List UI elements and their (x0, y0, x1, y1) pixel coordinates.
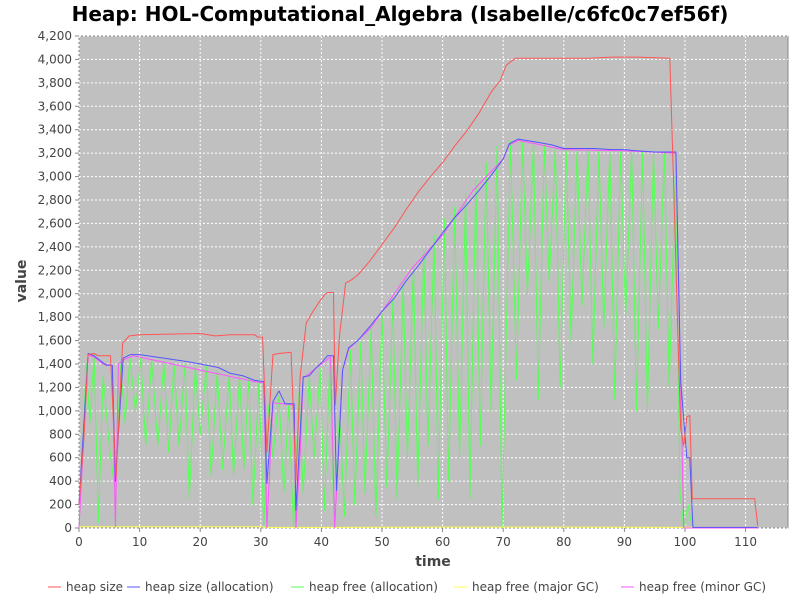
y-tick-label: 3,000 (38, 170, 72, 184)
y-tick-label: 4,000 (38, 52, 72, 66)
y-tick-label: 2,200 (38, 263, 72, 277)
x-tick-label: 10 (132, 535, 147, 549)
y-tick-label: 1,400 (38, 357, 72, 371)
y-axis: 0 200 400 600 800 1,000 1,200 1,400 1,600 1,800 2,… (38, 29, 79, 535)
y-tick-label: 2,600 (38, 216, 72, 230)
y-tick-label: 3,600 (38, 99, 72, 113)
y-axis-label: value (14, 260, 30, 303)
y-tick-label: 3,200 (38, 146, 72, 160)
legend: heap size heap size (allocation) heap free… (48, 580, 766, 594)
x-axis: 0 10 20 30 40 50 60 70 80 90 100 110 (75, 528, 757, 549)
series-line-heap-size (78, 56, 759, 526)
y-tick-label: 3,400 (38, 123, 72, 137)
x-tick-label: 100 (674, 535, 697, 549)
legend-item-heap-free-allocation: heap free (allocation) (291, 580, 438, 594)
y-tick-label: 800 (49, 427, 72, 441)
x-tick-label: 30 (253, 535, 268, 549)
x-axis-label: time (415, 554, 451, 570)
x-tick-label: 90 (617, 535, 632, 549)
y-tick-label: 1,000 (38, 404, 72, 418)
legend-item-heap-size: heap size (48, 580, 123, 594)
y-tick-label: 1,800 (38, 310, 72, 324)
series-line-heap-free-major-gc (79, 526, 758, 528)
y-tick-label: 2,000 (38, 287, 72, 301)
y-tick-label: 200 (49, 498, 72, 512)
legend-label: heap free (major GC) (472, 580, 599, 594)
legend-item-heap-free-minor-gc: heap free (minor GC) (621, 580, 766, 594)
legend-item-heap-size-allocation: heap size (allocation) (127, 580, 274, 594)
series-line-heap-size-allocation (78, 138, 758, 528)
chart-title: Heap: HOL-Computational_Algebra (Isabell… (72, 2, 729, 26)
y-tick-label: 1,600 (38, 334, 72, 348)
x-tick-label: 20 (193, 535, 208, 549)
y-tick-label: 2,400 (38, 240, 72, 254)
y-tick-label: 400 (49, 474, 72, 488)
y-tick-label: 600 (49, 451, 72, 465)
x-tick-label: 110 (734, 535, 757, 549)
y-tick-label: 0 (64, 521, 72, 535)
legend-label: heap free (minor GC) (639, 580, 766, 594)
legend-label: heap free (allocation) (309, 580, 438, 594)
y-tick-label: 4,200 (38, 29, 72, 43)
x-tick-label: 40 (314, 535, 329, 549)
x-tick-label: 70 (496, 535, 511, 549)
series-line-heap-free-allocation (78, 140, 758, 529)
y-tick-label: 2,800 (38, 193, 72, 207)
y-tick-label: 3,800 (38, 76, 72, 90)
legend-label: heap size (66, 580, 123, 594)
y-tick-label: 1,200 (38, 380, 72, 394)
x-tick-label: 50 (374, 535, 389, 549)
series-lines (78, 56, 759, 529)
x-tick-label: 0 (75, 535, 83, 549)
x-tick-label: 80 (556, 535, 571, 549)
plot-area (78, 35, 789, 529)
legend-item-heap-free-major-gc: heap free (major GC) (454, 580, 599, 594)
x-tick-label: 60 (435, 535, 450, 549)
legend-label: heap size (allocation) (145, 580, 274, 594)
